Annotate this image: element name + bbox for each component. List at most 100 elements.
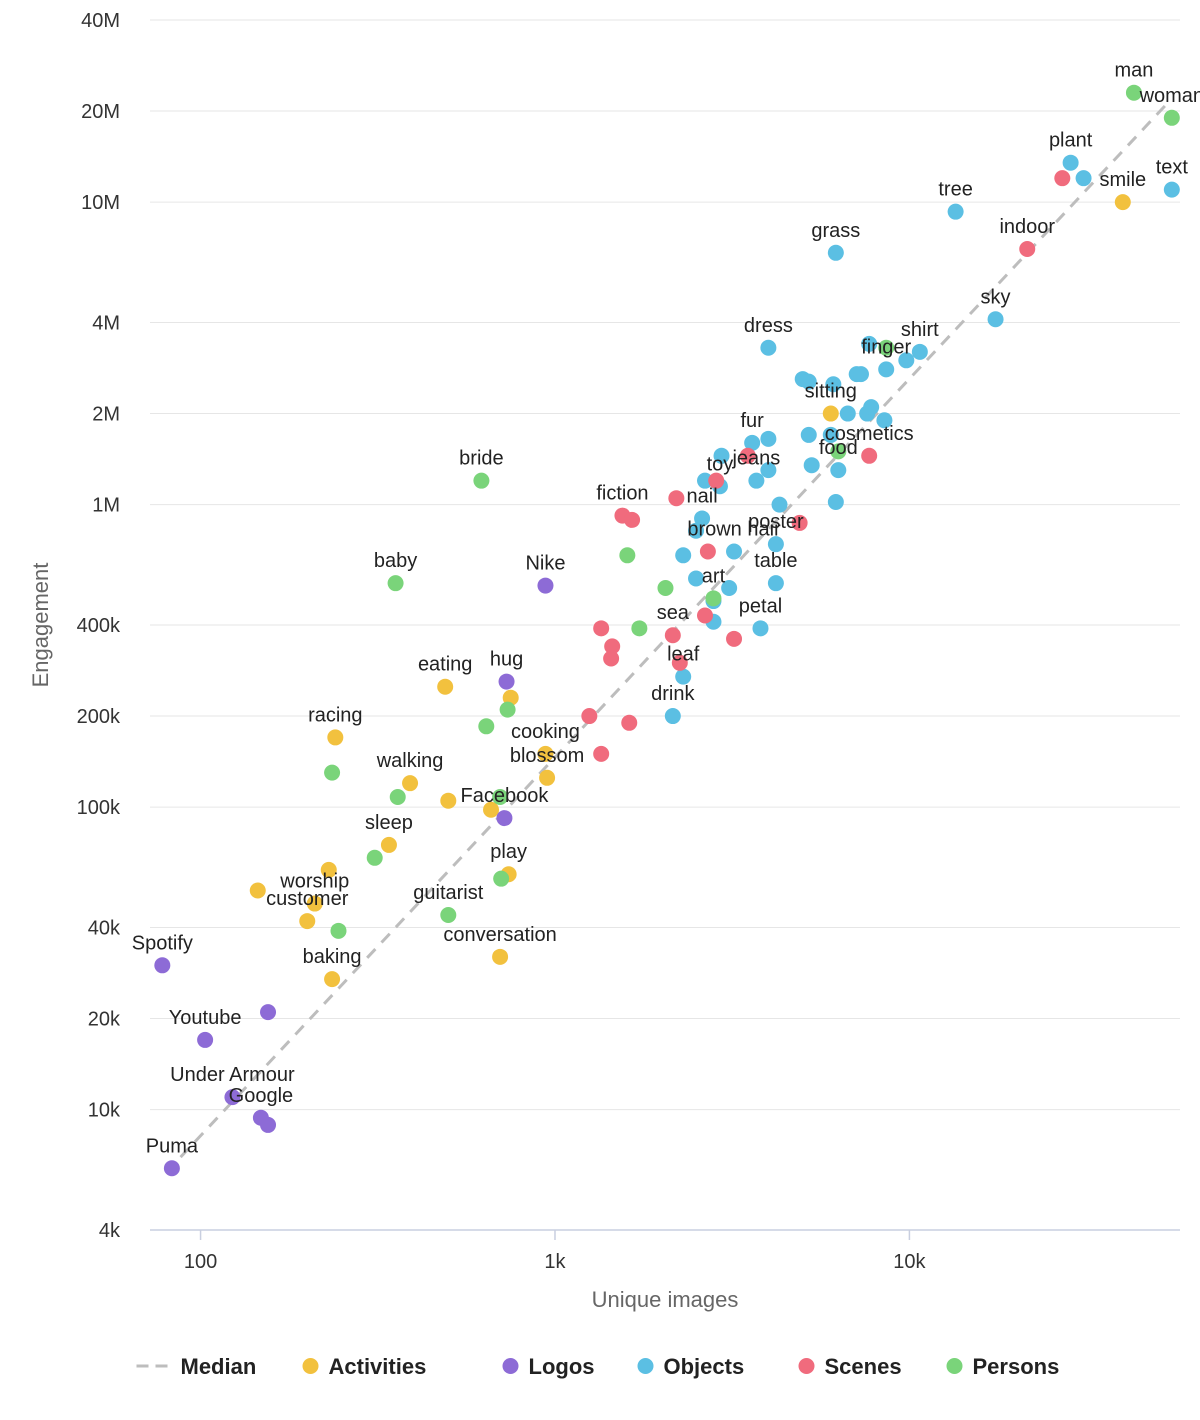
- activities-point[interactable]: [437, 678, 454, 695]
- objects-point[interactable]: [800, 373, 817, 390]
- objects-point[interactable]: [726, 543, 743, 560]
- objects-point[interactable]: [760, 339, 777, 356]
- logos-point[interactable]: [496, 810, 513, 827]
- activities-point[interactable]: [249, 882, 266, 899]
- objects-point[interactable]: [675, 547, 692, 564]
- objects-point[interactable]: [688, 522, 705, 539]
- scenes-point[interactable]: [861, 447, 878, 464]
- logos-point[interactable]: [154, 957, 171, 974]
- persons-point[interactable]: [330, 922, 347, 939]
- persons-point[interactable]: [1163, 109, 1180, 126]
- objects-point[interactable]: [898, 352, 915, 369]
- persons-point[interactable]: [830, 443, 847, 460]
- objects-point[interactable]: [800, 426, 817, 443]
- legend-item-scenes[interactable]: Scenes: [798, 1354, 902, 1379]
- objects-point[interactable]: [830, 462, 847, 479]
- objects-point[interactable]: [1163, 181, 1180, 198]
- scenes-point[interactable]: [593, 745, 610, 762]
- scenes-point[interactable]: [791, 514, 808, 531]
- legend-item-logos[interactable]: Logos: [502, 1354, 595, 1379]
- logos-point[interactable]: [163, 1160, 180, 1177]
- objects-point[interactable]: [861, 335, 878, 352]
- persons-point[interactable]: [492, 789, 509, 806]
- objects-point[interactable]: [771, 496, 788, 513]
- scenes-point[interactable]: [624, 511, 641, 528]
- activities-point[interactable]: [1114, 194, 1131, 211]
- scenes-point[interactable]: [699, 543, 716, 560]
- legend-item-persons[interactable]: Persons: [946, 1354, 1060, 1379]
- persons-point[interactable]: [657, 580, 674, 597]
- persons-point[interactable]: [473, 472, 490, 489]
- persons-point[interactable]: [878, 339, 895, 356]
- objects-point[interactable]: [697, 472, 714, 489]
- activities-point[interactable]: [483, 801, 500, 818]
- legend-item-median[interactable]: Median: [136, 1354, 257, 1379]
- scenes-point[interactable]: [739, 447, 756, 464]
- activities-point[interactable]: [320, 861, 337, 878]
- objects-point[interactable]: [694, 510, 711, 527]
- persons-point[interactable]: [705, 590, 722, 607]
- logos-point[interactable]: [197, 1031, 214, 1048]
- objects-point[interactable]: [760, 462, 777, 479]
- objects-point[interactable]: [878, 361, 895, 378]
- objects-point[interactable]: [987, 311, 1004, 328]
- objects-point[interactable]: [863, 399, 880, 416]
- logos-point[interactable]: [260, 1004, 277, 1021]
- scenes-point[interactable]: [671, 654, 688, 671]
- activities-point[interactable]: [306, 895, 323, 912]
- persons-point[interactable]: [478, 718, 495, 735]
- scenes-point[interactable]: [621, 714, 638, 731]
- objects-point[interactable]: [721, 580, 738, 597]
- objects-point[interactable]: [911, 343, 928, 360]
- logos-point[interactable]: [224, 1089, 241, 1106]
- logos-point[interactable]: [498, 673, 515, 690]
- activities-point[interactable]: [324, 971, 341, 988]
- objects-point[interactable]: [664, 708, 681, 725]
- persons-point[interactable]: [387, 575, 404, 592]
- scenes-point[interactable]: [664, 627, 681, 644]
- activities-point[interactable]: [502, 689, 519, 706]
- persons-point[interactable]: [324, 764, 341, 781]
- scenes-point[interactable]: [668, 490, 685, 507]
- activities-point[interactable]: [492, 948, 509, 965]
- objects-point[interactable]: [876, 412, 893, 429]
- activities-point[interactable]: [380, 836, 397, 853]
- persons-point[interactable]: [619, 547, 636, 564]
- objects-point[interactable]: [822, 426, 839, 443]
- scenes-point[interactable]: [593, 620, 610, 637]
- objects-point[interactable]: [1075, 170, 1092, 187]
- legend[interactable]: Median Activities Logos Objects Scenes Person…: [136, 1354, 1060, 1379]
- scenes-point[interactable]: [1019, 240, 1036, 257]
- persons-point[interactable]: [1125, 84, 1142, 101]
- activities-point[interactable]: [539, 769, 556, 786]
- persons-point[interactable]: [493, 870, 510, 887]
- objects-point[interactable]: [852, 366, 869, 383]
- objects-point[interactable]: [760, 430, 777, 447]
- scenes-point[interactable]: [708, 472, 725, 489]
- scenes-point[interactable]: [697, 607, 714, 624]
- persons-point[interactable]: [389, 789, 406, 806]
- objects-point[interactable]: [675, 668, 692, 685]
- persons-point[interactable]: [631, 620, 648, 637]
- objects-point[interactable]: [1062, 154, 1079, 171]
- logos-point[interactable]: [537, 577, 554, 594]
- persons-point[interactable]: [440, 906, 457, 923]
- activities-point[interactable]: [440, 792, 457, 809]
- legend-item-activities[interactable]: Activities: [302, 1354, 427, 1379]
- activities-point[interactable]: [537, 745, 554, 762]
- objects-point[interactable]: [827, 244, 844, 261]
- persons-point[interactable]: [366, 849, 383, 866]
- scenes-point[interactable]: [603, 650, 620, 667]
- scenes-point[interactable]: [581, 708, 598, 725]
- objects-point[interactable]: [947, 203, 964, 220]
- objects-point[interactable]: [713, 447, 730, 464]
- scenes-point[interactable]: [1054, 170, 1071, 187]
- objects-point[interactable]: [748, 472, 765, 489]
- objects-point[interactable]: [839, 405, 856, 422]
- objects-point[interactable]: [825, 376, 842, 393]
- activities-point[interactable]: [327, 729, 344, 746]
- objects-point[interactable]: [767, 575, 784, 592]
- objects-point[interactable]: [827, 494, 844, 511]
- scenes-point[interactable]: [604, 638, 621, 655]
- objects-point[interactable]: [744, 434, 761, 451]
